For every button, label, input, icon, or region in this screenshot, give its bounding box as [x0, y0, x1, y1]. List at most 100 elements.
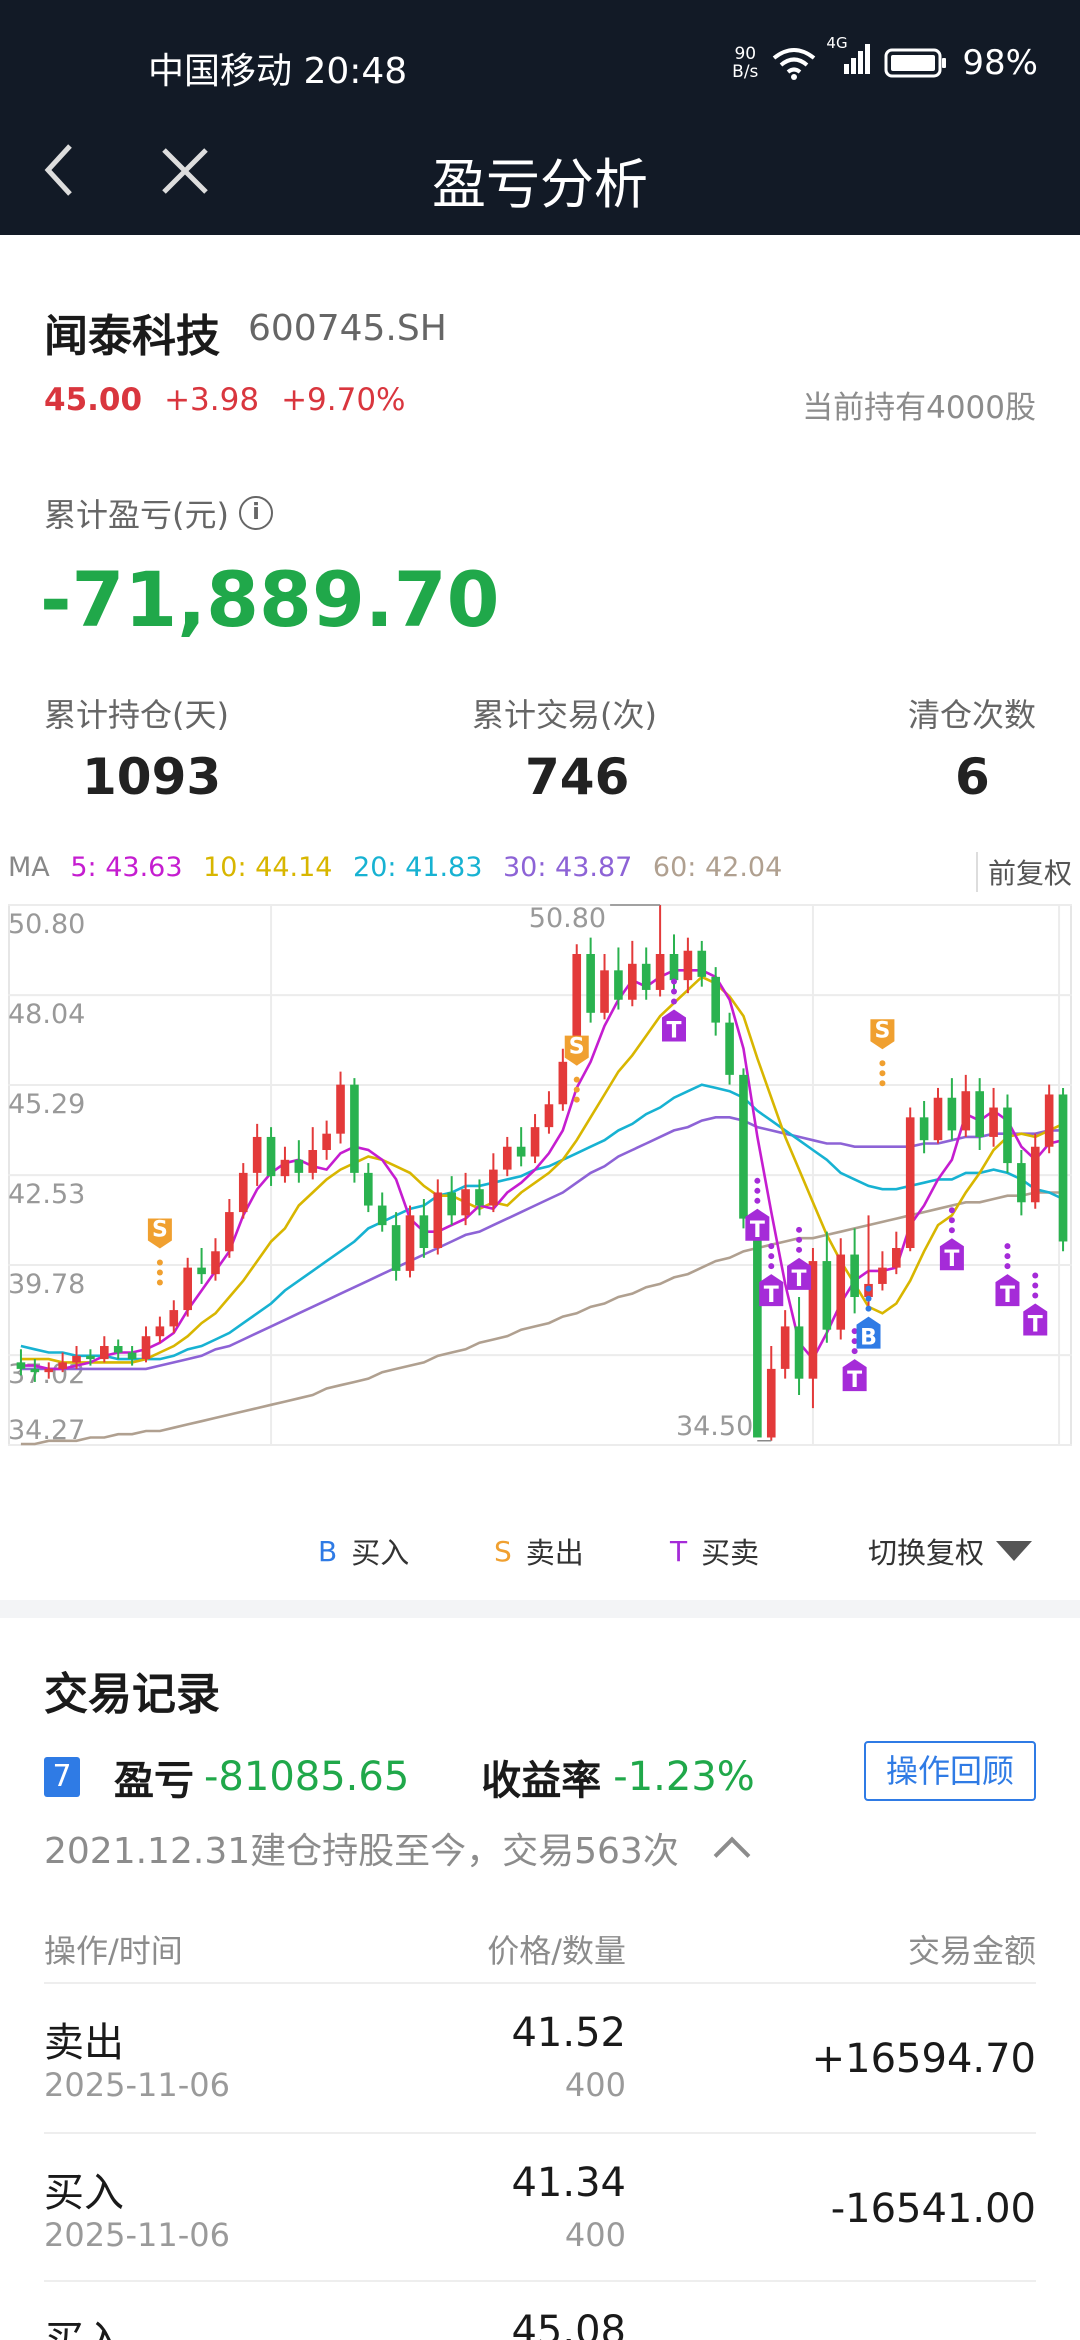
row-date: 2025-11-06	[44, 2216, 230, 2254]
legend-buy: B 买入	[318, 1530, 409, 1572]
candle-body	[502, 1146, 512, 1170]
row-qty: 400	[564, 2066, 626, 2104]
marker-dot	[754, 1187, 761, 1194]
candle-body	[628, 963, 637, 1000]
candle-body	[44, 1368, 54, 1373]
candle-body	[489, 1169, 498, 1206]
marker-dot	[879, 1080, 886, 1087]
sell-label: 卖出	[525, 1536, 584, 1570]
marker-dot	[156, 1269, 163, 1276]
marker-dot	[1032, 1282, 1039, 1289]
y-tick-label: 42.53	[8, 1179, 85, 1210]
stat-clear-label: 清仓次数	[907, 696, 1036, 734]
marker-dot	[879, 1060, 886, 1067]
candle-body	[794, 1326, 804, 1379]
holding-shares: 当前持有4000股	[802, 390, 1036, 426]
marker-dot	[156, 1279, 163, 1286]
candle-body	[86, 1355, 95, 1360]
candle-body	[641, 963, 651, 990]
marker-flag	[787, 1257, 812, 1290]
marker-flag	[842, 1359, 867, 1392]
candle-body	[1017, 1163, 1026, 1203]
close-icon[interactable]	[160, 146, 210, 196]
row-amount: -16541.00	[830, 2186, 1036, 2232]
marker-dot	[1032, 1292, 1039, 1299]
marker-dot	[948, 1217, 955, 1224]
x-tick-label: 2025-11	[1003, 1457, 1072, 1460]
carrier-time: 中国移动 20:48	[148, 51, 408, 92]
candle-body	[780, 1326, 790, 1369]
info-icon[interactable]: i	[238, 496, 273, 530]
marker-letter: T	[944, 1247, 959, 1272]
header-amount: 交易金额	[907, 1932, 1036, 1970]
status-icons: 90 B/s 4G 98%	[732, 34, 1038, 83]
row-op: 买入	[44, 2308, 124, 2340]
ma60-line	[20, 1191, 1064, 1446]
ma10-label: 10: 44.14	[203, 852, 333, 883]
current-price: 45.00	[44, 382, 143, 418]
marker-dot	[754, 1197, 761, 1204]
marker-dot	[1004, 1253, 1011, 1260]
stock-code: 600745.SH	[248, 308, 447, 349]
candle-body	[558, 1061, 568, 1105]
pnl-value: -71,889.70	[40, 555, 500, 644]
marker-dot	[671, 978, 677, 985]
candle-body	[572, 954, 582, 1062]
candle-body	[197, 1267, 206, 1275]
review-button[interactable]: 操作回顾	[864, 1741, 1036, 1801]
row-price: 41.52	[511, 2010, 626, 2056]
chevron-up-icon[interactable]	[713, 1836, 751, 1874]
x-tick-label: 2025-09	[215, 1457, 328, 1460]
price-change: +3.98	[164, 382, 260, 418]
marker-letter: T	[764, 1283, 779, 1308]
candle-body	[238, 1172, 248, 1213]
candlestick-chart[interactable]: 50.8048.0445.2942.5339.7837.0234.272025-…	[8, 890, 1072, 1460]
marker-dot	[754, 1177, 761, 1184]
marker-flag	[870, 1019, 895, 1050]
candle-body	[808, 1261, 818, 1379]
marker-dot	[865, 1295, 872, 1302]
adjust-label[interactable]: 前复权	[975, 852, 1072, 892]
candle-body	[475, 1189, 484, 1206]
stock-name: 闻泰科技	[44, 311, 220, 362]
row-divider	[44, 2132, 1036, 2134]
candle-body	[308, 1150, 318, 1173]
candle-body	[461, 1189, 470, 1216]
candle-body	[822, 1261, 832, 1330]
top-bar: 中国移动 20:48 90 B/s 4G 98%	[0, 0, 1080, 235]
since-line: 2021.12.31建仓持股至今，交易563次	[44, 1822, 751, 1874]
ma-prefix: MA	[8, 852, 50, 883]
candle-body	[113, 1346, 123, 1353]
battery-icon	[884, 48, 947, 77]
marker-dot	[573, 1096, 580, 1103]
marker-dot	[1004, 1263, 1011, 1270]
candle-body	[405, 1215, 415, 1271]
candle-body	[391, 1225, 401, 1271]
candle-body	[919, 1117, 929, 1141]
candle-body	[683, 950, 693, 981]
back-icon[interactable]	[40, 140, 80, 200]
ma30-line	[20, 1116, 1064, 1371]
candle-body	[1058, 1094, 1068, 1242]
candle-body	[850, 1254, 859, 1298]
candle-body	[516, 1146, 526, 1157]
candle-body	[100, 1346, 109, 1360]
marker-letter: T	[750, 1218, 765, 1243]
marker-dot	[1032, 1272, 1039, 1279]
candle-body	[447, 1192, 456, 1216]
since-text: 2021.12.31建仓持股至今，交易563次	[44, 1831, 679, 1872]
candle-body	[155, 1326, 165, 1337]
marker-flag	[759, 1274, 784, 1307]
row-qty: 400	[564, 2216, 626, 2254]
candle-body	[753, 1218, 762, 1438]
candle-body	[961, 1091, 971, 1131]
marker-letter: T	[1028, 1313, 1043, 1338]
switch-adjust-button[interactable]: 切换复权	[868, 1530, 1032, 1572]
row-price: 41.34	[511, 2160, 626, 2206]
count-badge: 7	[44, 1757, 80, 1797]
summary-pnl-label: 盈亏	[114, 1758, 194, 1804]
triangle-down-icon	[996, 1541, 1032, 1561]
marker-letter: T	[1000, 1283, 1015, 1308]
net-speed: 90 B/s	[732, 43, 759, 82]
marker-dot	[1004, 1243, 1011, 1250]
